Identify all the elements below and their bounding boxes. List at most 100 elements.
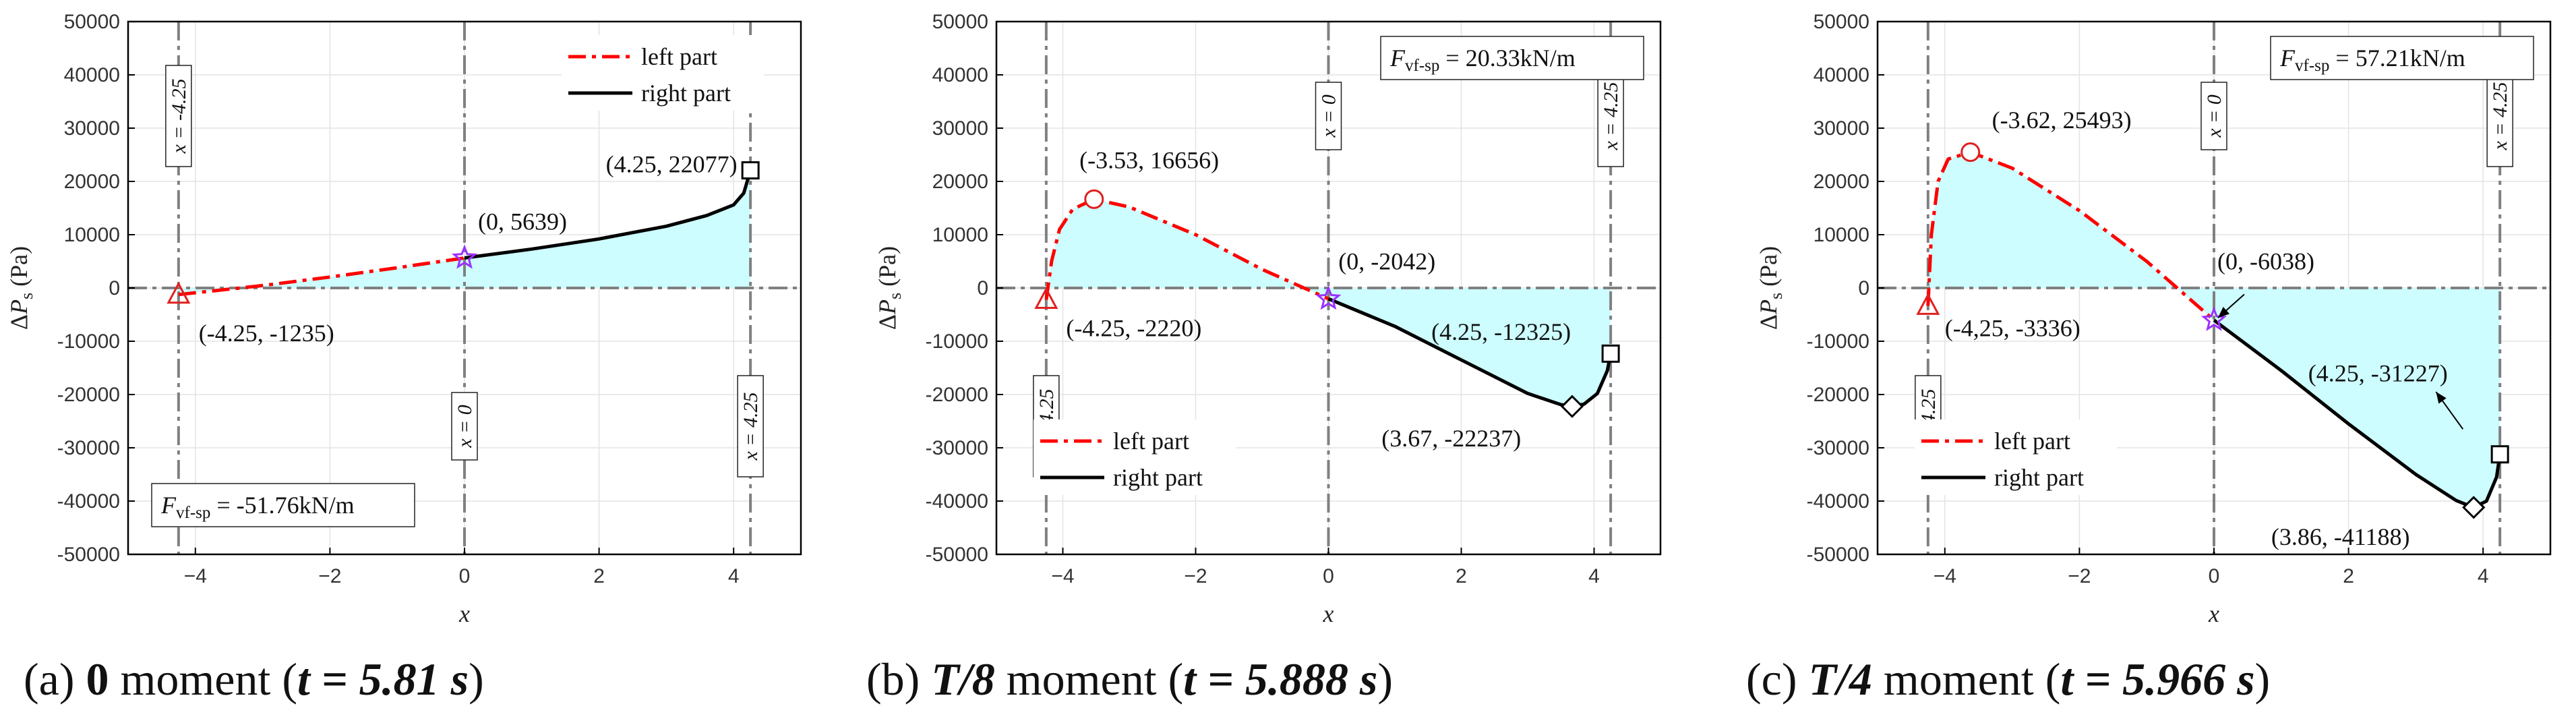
y-label-sub: s [1766, 293, 1786, 299]
legend-left-label: left part [1113, 428, 1189, 455]
data-annotation: (3.86, -41188) [2271, 523, 2410, 550]
x-tick-label: 4 [1588, 565, 1600, 587]
force-box-frame [2270, 36, 2534, 80]
legend-right-label: right part [1994, 464, 2084, 491]
y-tick-label: -10000 [57, 330, 120, 353]
y-tick-label: 50000 [932, 11, 988, 33]
area-fill [178, 170, 751, 295]
y-tick-label: -30000 [1807, 437, 1869, 459]
panel-caption: (c) T/4 moment (t = 5.966 s) [1746, 653, 2270, 705]
caption-moment: 0 [86, 653, 109, 705]
vertical-guide-label: x = 4.25 [737, 375, 764, 477]
chart-panel-b: x = -4.25x = 0x = 4.25(-3.53, 16656)(-4.… [866, 11, 1662, 705]
annotation-arrowhead [2217, 306, 2230, 318]
legend: left part right part [562, 35, 764, 111]
caption-prefix: (b) [866, 653, 931, 705]
caption-time: t = 5.888 s [1183, 653, 1377, 705]
force-symbol: F [160, 492, 177, 519]
legend-right-label: right part [641, 80, 731, 107]
force-box: Fvf-sp = 57.21kN/m [2270, 36, 2534, 80]
data-annotation: (-4.25, -1235) [199, 320, 334, 347]
right-part-line [2213, 318, 2502, 509]
y-label-delta: Δ [874, 314, 901, 330]
y-tick-label: 40000 [64, 64, 120, 86]
data-annotation: (-4,25, -3336) [1945, 314, 2080, 341]
caption-time: t = 5.966 s [2060, 653, 2254, 705]
caption-close: ) [469, 653, 484, 705]
y-tick-label: -50000 [1807, 544, 1869, 566]
y-tick-label: 40000 [932, 64, 988, 86]
x-axis-label: x [2208, 600, 2219, 627]
force-label: Fvf-sp = 20.33kN/m [1389, 45, 1576, 75]
force-box-frame [1380, 36, 1644, 80]
x-axis-label: x [1323, 600, 1334, 627]
guide-label-box [1315, 82, 1342, 150]
data-annotation: (4.25, 22077) [606, 151, 738, 178]
data-annotation: (0, 5639) [478, 208, 567, 235]
data-annotation: (4.25, -31227) [2308, 359, 2448, 386]
guide-label-text: x = 0 [454, 405, 476, 448]
panel-caption: (b) T/8 moment (t = 5.888 s) [866, 653, 1393, 705]
y-tick-label: -50000 [57, 544, 120, 566]
y-tick-label: -30000 [926, 437, 988, 459]
force-value: = 20.33kN/m [1439, 45, 1575, 71]
caption-moment: T/4 [1808, 653, 1871, 705]
force-subscript: vf-sp [2295, 57, 2329, 75]
start-triangle-marker [1034, 287, 1058, 310]
force-label: Fvf-sp = 57.21kN/m [2279, 45, 2465, 75]
area-fill [1046, 199, 1611, 407]
caption-prefix: (a) [24, 653, 86, 705]
y-tick-label: 20000 [932, 171, 988, 193]
y-tick-label: 50000 [1814, 11, 1869, 33]
legend: left part right part [1034, 419, 1236, 495]
x-tick-label: −2 [2068, 565, 2091, 587]
legend-left-label: left part [641, 43, 717, 70]
x-tick-label: 2 [593, 565, 605, 587]
x-tick-label: 4 [728, 565, 740, 587]
x-tick-label: −4 [184, 565, 207, 587]
legend-box [1034, 419, 1236, 495]
legend-left-label: left part [1994, 428, 2070, 455]
y-tick-label: -50000 [926, 544, 988, 566]
data-annotation: (-4.25, -2220) [1066, 314, 1201, 341]
y-tick-label: -10000 [926, 330, 988, 353]
force-symbol: F [2279, 45, 2296, 71]
x-tick-label: 4 [2478, 565, 2489, 587]
min-diamond-marker [1560, 395, 1584, 418]
force-subscript: vf-sp [176, 504, 210, 522]
caption-moment: T/8 [931, 653, 994, 705]
end-square-marker [2490, 445, 2509, 464]
peak-circle-marker [1960, 142, 1981, 163]
y-tick-label: 30000 [64, 117, 120, 140]
y-axis-label: ΔPs (Pa) [1755, 246, 1786, 330]
x-tick-label: −2 [318, 565, 341, 587]
x-axis-label: x [458, 600, 470, 627]
chart-panel-a: x = -4.25 x = 0 x = 4.25 (-4.25, -1235) (0, … [5, 11, 802, 705]
y-label-p: P [5, 299, 32, 315]
force-box: Fvf-sp = 20.33kN/m [1380, 36, 1644, 80]
legend-box [562, 35, 764, 111]
chart-panel-c: x = -4.25x = 0x = 4.25(-3.62, 25493)(-4,… [1746, 11, 2552, 705]
guide-label-text: x = 4.25 [2489, 82, 2511, 150]
y-tick-label: -10000 [1807, 330, 1869, 353]
vertical-guide-label: x = 0 [451, 392, 478, 461]
left-part-line [1044, 197, 1329, 301]
guide-label-box [737, 375, 764, 477]
caption-close: ) [1377, 653, 1393, 705]
y-axis-label: ΔPs (Pa) [5, 246, 36, 330]
y-tick-label: -20000 [57, 384, 120, 406]
right-part-line [464, 169, 752, 260]
y-label-unit: (Pa) [1755, 246, 1782, 293]
force-value: = -51.76kN/m [210, 492, 354, 519]
y-tick-label: 40000 [1814, 64, 1869, 86]
data-annotation: (-3.62, 25493) [1992, 107, 2132, 134]
x-tick-label: 0 [1323, 565, 1334, 587]
y-label-p: P [1755, 299, 1782, 315]
start-triangle-marker [167, 281, 191, 304]
caption-suffix: moment ( [1872, 653, 2061, 705]
y-tick-label: 10000 [64, 224, 120, 246]
zero-star-marker [2200, 306, 2227, 331]
guide-label-text: x = 0 [2203, 94, 2225, 138]
x-tick-label: 2 [1456, 565, 1467, 587]
guide-label-box [451, 392, 478, 461]
